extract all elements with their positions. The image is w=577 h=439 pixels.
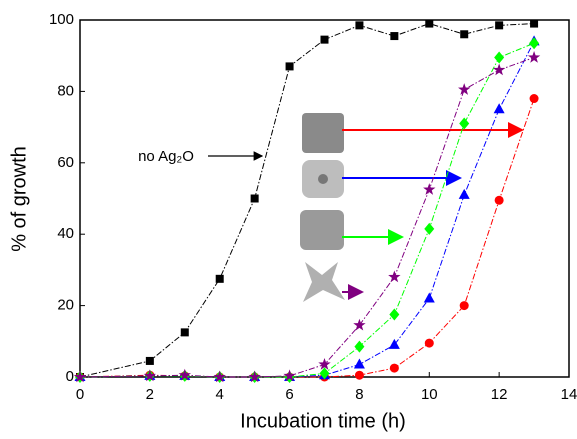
x-tick-label: 4 (216, 386, 224, 403)
marker (493, 103, 505, 114)
y-tick-label: 100 (49, 11, 74, 28)
marker (319, 367, 330, 380)
y-tick-label: 60 (57, 154, 74, 171)
marker (458, 188, 470, 199)
marker (495, 21, 504, 30)
marker (354, 370, 364, 380)
marker (424, 222, 435, 235)
marker (423, 292, 435, 303)
y-tick-label: 20 (57, 297, 74, 314)
marker (145, 356, 154, 365)
marker (283, 369, 296, 382)
marker (320, 35, 329, 44)
marker (529, 37, 540, 50)
x-tick-label: 10 (421, 386, 438, 403)
marker (250, 194, 259, 203)
marker (494, 195, 504, 205)
marker (285, 62, 294, 71)
x-tick-label: 2 (146, 386, 154, 403)
marker (73, 370, 87, 383)
marker (390, 32, 399, 41)
marker (425, 19, 434, 28)
marker (529, 94, 539, 104)
series-line (79, 23, 535, 378)
marker (318, 358, 331, 370)
marker (388, 270, 401, 283)
y-tick-label: 0 (66, 368, 74, 385)
x-tick-label: 14 (561, 386, 577, 403)
x-axis-label: Incubation time (h) (240, 410, 406, 432)
marker (424, 338, 434, 348)
marker (389, 363, 399, 373)
marker (527, 50, 541, 63)
y-tick-label: 80 (57, 82, 74, 99)
marker (423, 183, 436, 195)
marker (389, 308, 400, 321)
x-tick-label: 0 (76, 386, 84, 403)
marker (248, 370, 261, 383)
marker (388, 338, 400, 349)
marker (355, 21, 364, 30)
marker (494, 51, 505, 64)
marker (459, 117, 470, 130)
x-tick-label: 8 (355, 386, 363, 403)
x-tick-label: 12 (491, 386, 508, 403)
marker (460, 30, 469, 39)
marker (458, 83, 471, 95)
marker (178, 368, 191, 381)
y-tick-label: 40 (57, 225, 74, 242)
marker (215, 274, 224, 283)
y-axis-label: % of growth (8, 146, 30, 252)
marker (354, 340, 365, 353)
marker (459, 301, 469, 311)
marker (492, 63, 506, 76)
marker (143, 369, 157, 382)
x-tick-label: 6 (285, 386, 293, 403)
marker (180, 328, 189, 337)
marker (213, 370, 226, 383)
marker (353, 358, 365, 369)
annotation: no Ag₂O (138, 148, 194, 165)
particle-images (300, 113, 345, 302)
marker (530, 19, 539, 28)
marker (353, 318, 366, 331)
